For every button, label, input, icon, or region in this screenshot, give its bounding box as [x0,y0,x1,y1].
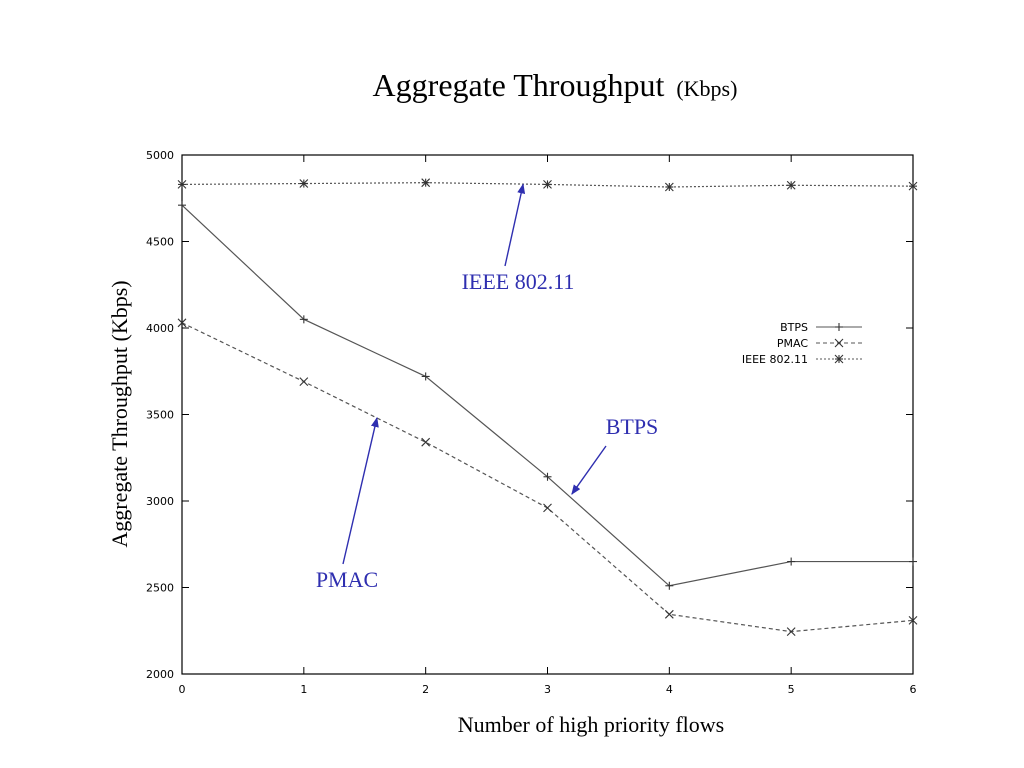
data-point-btps [421,372,430,381]
annotation-arrow-pmac [342,416,379,565]
y-tick-label: 2000 [146,668,174,681]
plot-frame [181,154,914,675]
data-point-pmac [421,437,431,447]
y-tick-label: 3000 [146,495,174,508]
x-tick-label: 4 [666,683,673,696]
x-tick-label: 0 [179,683,186,696]
annotations: IEEE 802.11 BTPS PMAC [316,183,659,592]
legend: BTPS PMAC IEEE 802.11 [742,321,862,366]
data-point-ieee-802-11 [664,182,674,192]
annotation-label-pmac: PMAC [316,567,378,592]
data-point-ieee-802-11 [786,180,796,190]
data-point-pmac [908,615,918,625]
x-tick-label: 2 [422,683,429,696]
chart-title: Aggregate Throughput (Kbps) [373,67,738,103]
x-tick-label: 6 [910,683,917,696]
data-point-ieee-802-11 [299,179,309,188]
y-tick-label: 5000 [146,149,174,162]
legend-label-pmac: PMAC [777,337,808,350]
series-layer [177,178,918,637]
chart-title-main: Aggregate Throughput [373,67,665,103]
data-point-pmac [543,503,552,513]
annotation-label-btps: BTPS [606,414,659,439]
data-point-btps [299,315,308,324]
y-tick-label: 4500 [146,236,174,249]
x-tick-label: 1 [300,683,307,696]
data-point-btps [787,557,796,566]
data-point-pmac [664,609,674,619]
x-axis-label: Number of high priority flows [458,712,724,737]
x-tick-label: 5 [788,683,795,696]
data-point-ieee-802-11 [177,180,187,189]
data-point-pmac [177,318,187,328]
legend-marker-pmac [834,338,844,348]
data-point-btps [909,557,917,566]
annotation-label-ieee-802-11: IEEE 802.11 [462,269,575,294]
data-point-pmac [299,377,309,387]
legend-marker-ieee-802-11 [834,354,844,364]
data-point-ieee-802-11 [421,178,431,188]
y-tick-label: 2500 [146,582,174,595]
annotation-arrow-btps [571,445,607,495]
series-line-btps [181,204,913,587]
legend-marker-btps [835,323,843,331]
annotation-arrow-ieee-802-11 [504,183,526,267]
x-tick-label: 3 [544,683,551,696]
y-tick-label: 3500 [146,409,174,422]
data-point-ieee-802-11 [543,180,552,189]
y-axis-label: Aggregate Throughput (Kbps) [107,280,132,547]
data-point-btps [543,472,552,481]
y-tick-label: 4000 [146,322,174,335]
legend-label-ieee-802-11: IEEE 802.11 [742,353,808,366]
data-point-ieee-802-11 [908,181,918,191]
data-point-btps [178,201,186,210]
data-point-btps [665,581,674,590]
axes-layer: 0 1 2 3 4 5 6 2000 2500 3000 3500 4000 4500 5000 [146,149,917,696]
data-point-pmac [786,627,796,637]
legend-label-btps: BTPS [780,321,808,334]
chart-title-unit: (Kbps) [676,76,737,101]
